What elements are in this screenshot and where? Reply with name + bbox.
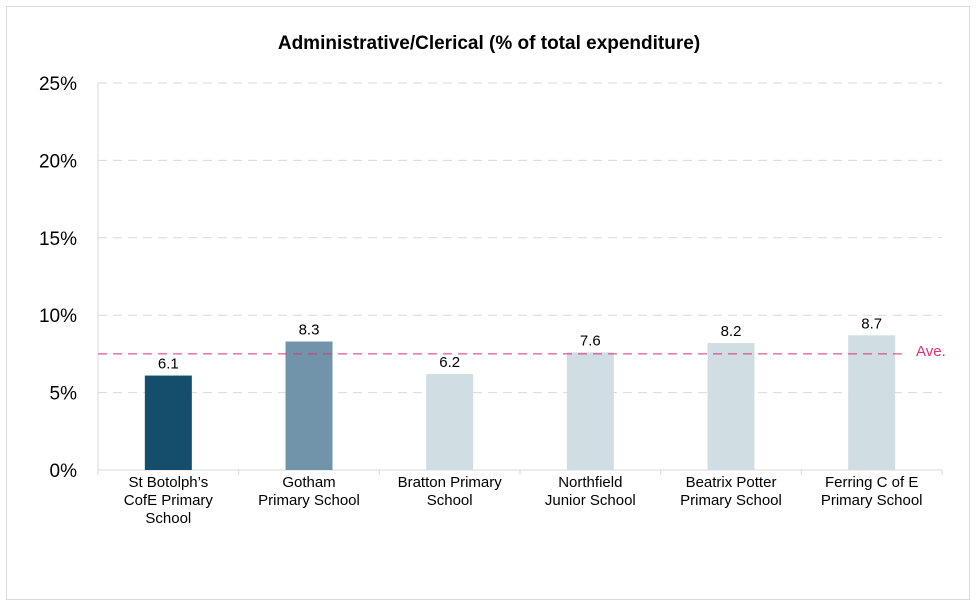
bar <box>285 341 333 470</box>
data-label: 8.2 <box>721 323 742 340</box>
y-tick-label: 5% <box>50 384 78 405</box>
data-label: 7.6 <box>580 332 601 349</box>
y-tick-label: 25% <box>39 74 77 95</box>
x-tick-label: Beatrix Potter Primary School <box>680 474 782 509</box>
bar <box>566 352 614 470</box>
x-tick-label: Gotham Primary School <box>258 474 360 509</box>
x-tick-label: St Botolph’s CofE Primary School <box>124 474 214 527</box>
bar <box>426 374 474 470</box>
bar <box>707 343 755 470</box>
y-tick-label: 0% <box>50 461 78 482</box>
data-label: 6.2 <box>439 354 460 371</box>
chart-title: Administrative/Clerical (% of total expe… <box>277 33 701 54</box>
x-tick-label: Bratton Primary School <box>398 474 503 509</box>
y-tick-label: 15% <box>39 229 77 250</box>
data-label: 6.1 <box>158 356 179 373</box>
x-tick-label: Northfield Junior School <box>545 474 636 509</box>
y-tick-label: 10% <box>39 306 77 327</box>
bar <box>848 335 896 470</box>
y-tick-label: 20% <box>39 151 77 172</box>
data-label: 8.7 <box>861 315 882 332</box>
chart-frame <box>6 6 970 600</box>
data-label: 8.3 <box>299 322 320 339</box>
average-label: Ave. <box>916 343 946 360</box>
bar <box>144 375 192 470</box>
x-tick-label: Ferring C of E Primary School <box>821 474 923 509</box>
